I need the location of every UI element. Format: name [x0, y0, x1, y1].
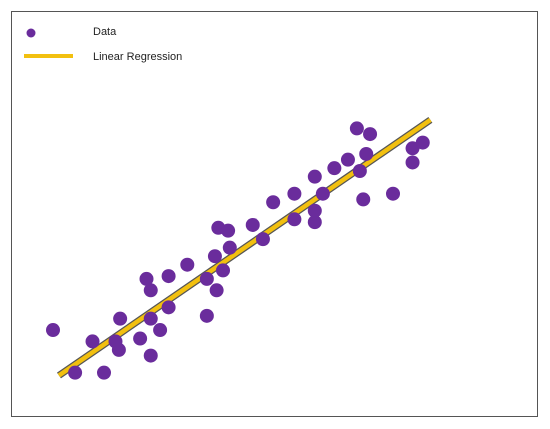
legend-regression-marker [24, 54, 73, 58]
data-point [307, 215, 322, 230]
legend: Data Linear Regression [24, 26, 182, 63]
data-point [111, 342, 126, 357]
data-point [340, 152, 355, 167]
data-point [161, 269, 176, 284]
data-point [415, 135, 430, 150]
legend-data-marker [26, 28, 36, 38]
data-point [405, 141, 420, 156]
data-point [359, 146, 374, 161]
data-point [307, 203, 322, 218]
data-point [199, 271, 214, 286]
data-point [97, 365, 111, 380]
data-point [113, 311, 128, 326]
data-point [180, 257, 195, 272]
data-point [143, 283, 158, 298]
data-point [153, 323, 168, 338]
data-point [216, 263, 230, 278]
points-layer [46, 121, 430, 380]
data-point [363, 127, 378, 142]
data-point [386, 186, 400, 201]
legend-regression-label: Linear Regression [93, 51, 182, 63]
data-point [349, 121, 364, 136]
data-point [266, 195, 281, 210]
data-point [352, 164, 367, 178]
regression-line [57, 118, 432, 378]
data-point [307, 169, 322, 184]
data-point [161, 300, 176, 315]
data-point [356, 192, 371, 207]
legend-data-label: Data [93, 26, 117, 38]
data-point [143, 311, 158, 326]
data-point [143, 348, 158, 363]
data-point [245, 217, 260, 232]
data-point [221, 223, 236, 238]
data-point [199, 308, 214, 323]
data-point [287, 186, 302, 201]
data-point [46, 323, 60, 338]
data-point [85, 334, 100, 349]
data-point [327, 161, 342, 176]
data-point [139, 271, 154, 286]
data-point [207, 249, 222, 264]
data-point [68, 365, 83, 380]
data-point [222, 240, 237, 255]
data-point [209, 283, 224, 298]
data-point [255, 232, 270, 247]
data-point [133, 331, 148, 346]
data-point [315, 186, 330, 201]
regression-layer [56, 116, 433, 379]
data-point [287, 212, 302, 227]
data-point [405, 155, 420, 170]
